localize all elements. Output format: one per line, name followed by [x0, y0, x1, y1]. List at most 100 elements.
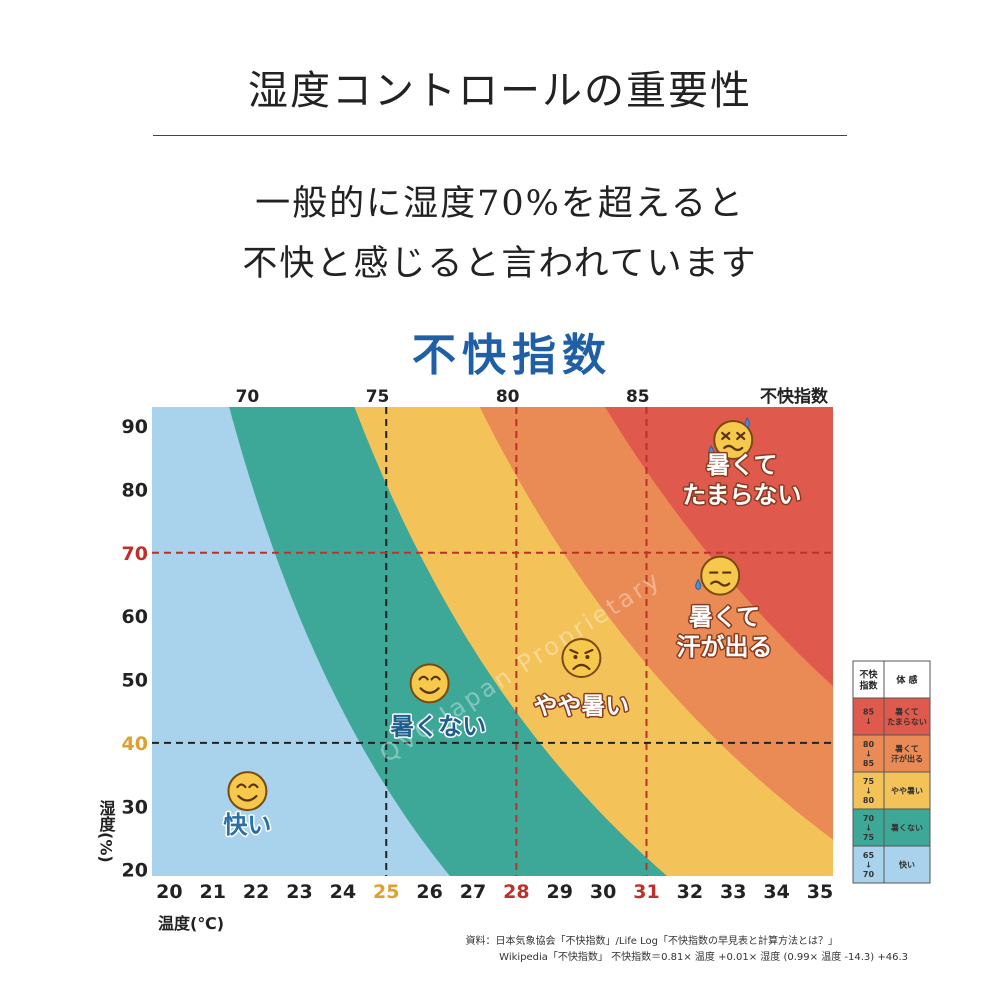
annotation-label-4-1: たまらない: [682, 481, 801, 509]
annotation-face-4-mouth: [723, 444, 744, 452]
annotation-label-2-0: やや暑い: [533, 692, 629, 720]
legend-row-0: [852, 697, 931, 736]
annotation-face-4-eye-r: [736, 431, 746, 441]
x-tick-35: 35: [807, 881, 833, 903]
annotation-face-4-drop2: [744, 416, 750, 428]
legend-range-0-1: ↓: [865, 717, 872, 726]
annotation-face-4-head: [713, 419, 754, 460]
annotation-face-2-eye-l: [573, 654, 578, 659]
annotation-face-4: [708, 416, 754, 460]
annotation-face-1-eye-l: [418, 675, 429, 681]
annotation-label-4-0: 暑くて: [706, 451, 777, 479]
annotation-face-3-drop: [695, 578, 702, 591]
top-tick-75: 75: [366, 387, 390, 407]
annotation-face-0-eye-l: [236, 783, 247, 789]
top-tick-85: 85: [626, 387, 650, 407]
annotation-label-1-0: 暑くない: [390, 713, 486, 741]
annotation-face-3-mouth: [710, 580, 731, 587]
annotation-face-2-mouth: [572, 663, 591, 671]
legend-range-4-0: 65: [863, 851, 875, 860]
source-line-2: Wikipedia「不快指数」 不快指数＝0.81× 温度 +0.01× 湿度 …: [499, 950, 908, 963]
x-axis-label: 温度(℃): [157, 914, 224, 933]
legend-header-index-0: 不快: [859, 668, 878, 680]
x-tick-23: 23: [286, 881, 312, 903]
annotation-face-3-head: [700, 555, 741, 596]
legend-feeling-3-0: 暑くない: [890, 823, 923, 833]
legend-row-2: [852, 771, 931, 810]
y-tick-60: 60: [122, 606, 148, 628]
y-axis-label: 湿度(%): [97, 800, 117, 863]
annotation-face-2-head: [561, 637, 602, 678]
zone-85-100: [605, 407, 833, 687]
legend-feeling-2-0: やや暑い: [891, 786, 923, 796]
x-tick-24: 24: [330, 881, 356, 903]
y-tick-50: 50: [122, 670, 148, 692]
annotation-face-2-brow-r: [584, 648, 594, 655]
legend-feeling-4-0: 快い: [899, 860, 915, 870]
annotation-face-1-head: [409, 663, 450, 704]
x-tick-33: 33: [720, 881, 746, 903]
y-tick-80: 80: [122, 479, 148, 501]
x-tick-29: 29: [547, 881, 573, 903]
chart-title: 不快指数: [412, 330, 612, 381]
annotation-face-0-head: [227, 771, 268, 812]
top-tick-80: 80: [496, 387, 520, 407]
top-axis-label: 不快指数: [760, 386, 829, 407]
y-tick-30: 30: [122, 796, 148, 818]
annotation-face-2-eye-r: [585, 654, 590, 659]
annotation-face-1: [409, 663, 450, 704]
x-tick-27: 27: [460, 881, 486, 903]
legend-feeling-0-1: たまらない: [887, 717, 927, 727]
legend-range-3-1: ↓: [865, 823, 872, 832]
legend-range-4-2: 70: [863, 870, 875, 879]
annotation-label-0-0: 快い: [223, 811, 271, 839]
x-tick-25: 25: [373, 881, 399, 903]
annotation-face-4-drop: [708, 445, 715, 457]
legend-range-4-1: ↓: [865, 860, 872, 869]
legend-range-1-0: 80: [863, 740, 875, 749]
y-tick-90: 90: [122, 416, 148, 438]
x-tick-20: 20: [156, 881, 182, 903]
legend-range-2-1: ↓: [865, 786, 872, 795]
legend-feeling-1-0: 暑くて: [894, 744, 919, 754]
legend-row-4: [852, 845, 931, 884]
legend-row-1: [852, 734, 931, 773]
legend-header-feeling-0: 体 感: [896, 674, 917, 686]
legend-range-3-0: 70: [863, 814, 875, 823]
x-tick-31: 31: [633, 881, 659, 903]
page-title: 湿度コントロールの重要性: [248, 68, 752, 114]
legend-range-3-2: 75: [863, 833, 875, 842]
annotation-face-1-eye-r: [430, 675, 441, 681]
legend-range-2-2: 80: [863, 796, 875, 805]
legend-row-3: [852, 808, 931, 847]
y-tick-40: 40: [122, 733, 148, 755]
annotation-face-4-eye-l: [721, 431, 731, 441]
y-tick-70: 70: [122, 543, 148, 565]
x-tick-28: 28: [503, 881, 529, 903]
annotation-face-0-eye-r: [248, 783, 259, 789]
annotation-label-3-0: 暑くて: [689, 603, 760, 631]
legend-range-1-1: ↓: [865, 749, 872, 758]
annotation-label-3-1: 汗が出る: [677, 633, 773, 661]
legend-feeling-1-1: 汗が出る: [891, 754, 923, 764]
annotation-face-0-mouth: [237, 794, 258, 802]
subtitle-line-1: 一般的に湿度70%を超えると: [255, 184, 745, 224]
annotation-face-2: [561, 637, 602, 678]
annotation-face-1-mouth: [419, 687, 440, 694]
legend-header-index-1: 指数: [859, 679, 878, 691]
annotation-face-2-brow-l: [569, 648, 579, 655]
top-tick-70: 70: [236, 387, 260, 407]
legend-range-0-0: 85: [863, 708, 875, 717]
annotation-face-0: [227, 771, 268, 812]
x-tick-26: 26: [416, 881, 442, 903]
legend-range-1-2: 85: [863, 759, 875, 768]
legend-feeling-0-0: 暑くて: [894, 707, 919, 717]
title-divider: [153, 135, 847, 136]
x-tick-21: 21: [199, 881, 225, 903]
x-tick-32: 32: [677, 881, 703, 903]
source-line-1: 資料：日本気象協会「不快指数」/Life Log「不快指数の早見表と計算方法とは…: [466, 934, 838, 947]
legend-header-bg: [852, 660, 931, 699]
annotation-face-3: [695, 555, 741, 596]
